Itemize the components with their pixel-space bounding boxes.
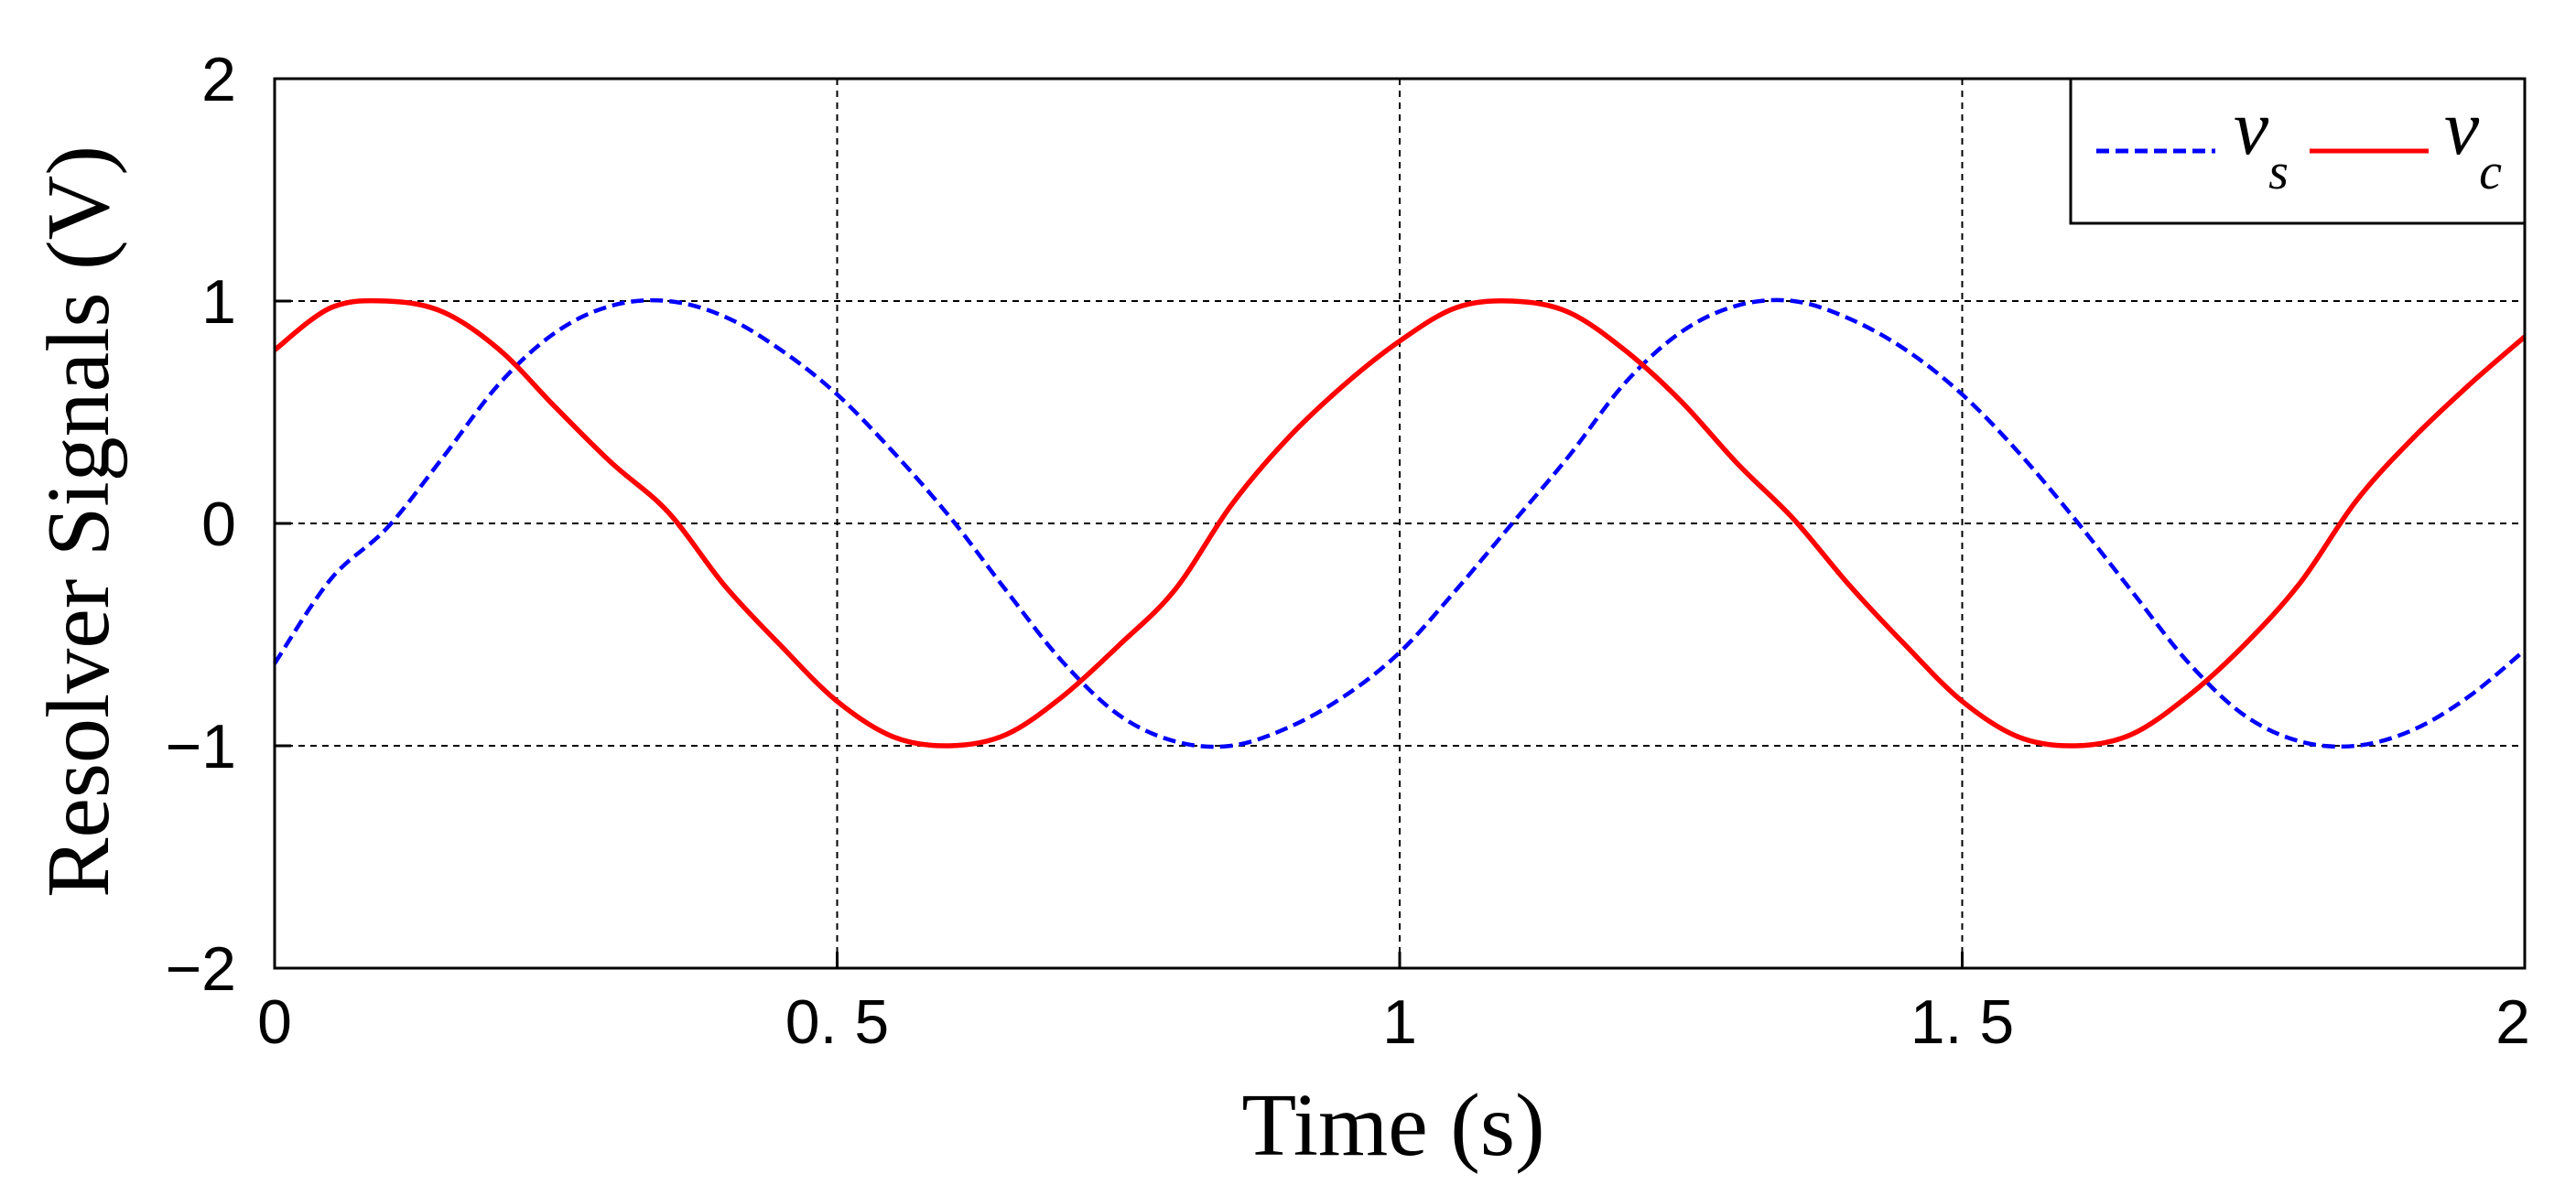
- legend-label-vc: vc: [2444, 83, 2502, 200]
- y-tick-label: −1: [165, 712, 236, 781]
- tick-labels: 0 0. 5 1 1. 5 2 −2 −1 0 1 2: [165, 45, 2530, 1057]
- x-tick-label: 1: [1382, 987, 1417, 1057]
- y-tick-label: 1: [201, 267, 236, 337]
- legend-label-vc-main: v: [2444, 83, 2480, 171]
- legend: vs vc: [2069, 77, 2527, 225]
- legend-label-vs-main: v: [2234, 83, 2269, 171]
- legend-label-vs-sub: s: [2268, 144, 2289, 200]
- plot-frame: [273, 77, 2527, 970]
- legend-label-vs: vs: [2234, 83, 2289, 200]
- x-tick-label: 1. 5: [1910, 987, 2014, 1057]
- x-tick-label: 2: [2495, 987, 2530, 1057]
- series-layer: [273, 297, 2527, 749]
- x-tick-label: 0: [257, 987, 292, 1057]
- y-tick-label: 2: [201, 45, 236, 114]
- legend-label-vc-sub: c: [2479, 144, 2502, 200]
- series-line-vc: [273, 297, 2527, 749]
- y-axis-label: Resolver Signals (V): [29, 145, 128, 898]
- y-tick-label: −2: [165, 934, 236, 1004]
- x-axis-label: Time (s): [1241, 1076, 1544, 1175]
- y-tick-label: 0: [201, 490, 236, 559]
- x-tick-label: 0. 5: [785, 987, 889, 1057]
